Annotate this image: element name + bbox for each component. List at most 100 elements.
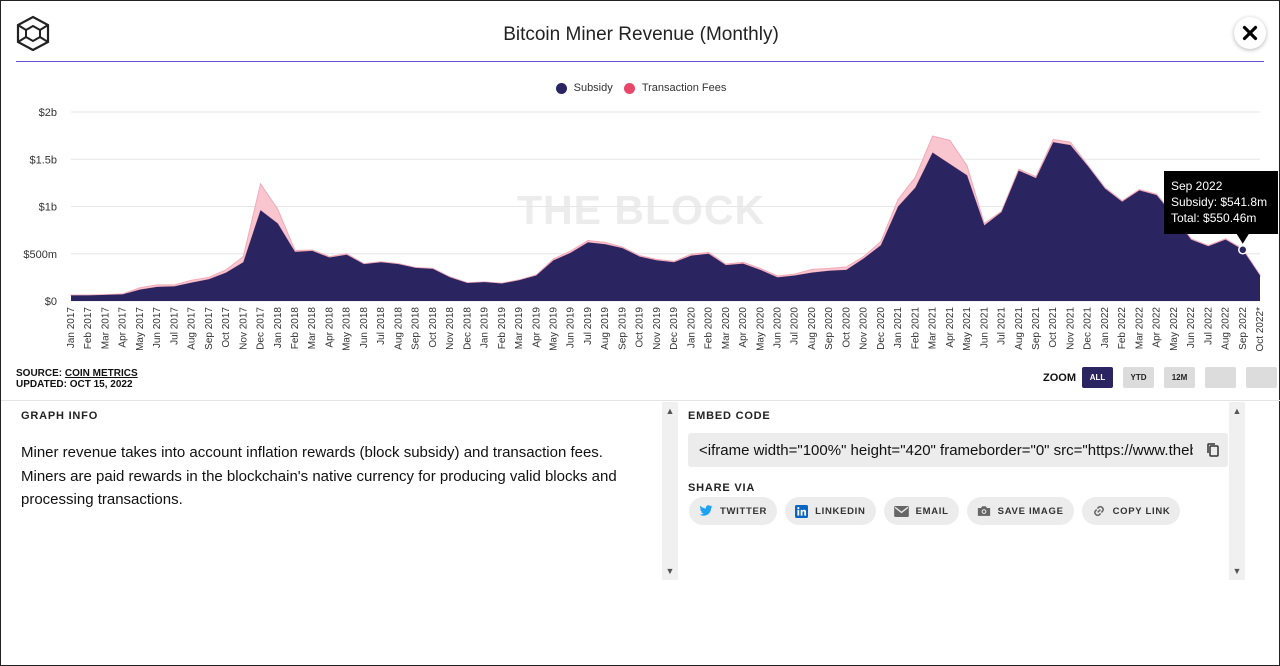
x-tick-label: Mar 2017 [100,307,111,350]
the-block-logo-icon[interactable] [15,15,51,51]
y-tick-label: $500m [23,249,57,261]
close-button[interactable] [1234,17,1266,49]
legend-item-subsidy[interactable]: Subsidy [555,82,613,94]
legend-label-fees: Transaction Fees [641,82,727,94]
x-tick-label: Aug 2017 [187,307,198,350]
x-tick-label: Nov 2020 [859,307,870,350]
copy-link-button[interactable]: COPY LINK [1081,497,1181,525]
close-icon [1242,25,1258,41]
x-tick-label: Oct 2018 [428,307,439,348]
x-tick-label: Jan 2022 [1100,307,1111,349]
x-tick-label: Jun 2017 [152,307,163,349]
updated-date: UPDATED: OCT 15, 2022 [16,379,133,390]
x-tick-label: Feb 2019 [497,307,508,350]
x-tick-label: May 2022 [1169,307,1180,351]
y-tick-label: $0 [45,296,57,308]
x-tick-label: Aug 2018 [393,307,404,350]
zoom-12m-button[interactable]: 12M [1164,367,1195,388]
embed-heading: EMBED CODE [688,410,771,422]
x-tick-label: Apr 2017 [118,307,129,348]
email-label: EMAIL [915,505,949,517]
x-tick-label: Apr 2018 [324,307,335,348]
x-tick-label: Jan 2019 [480,307,491,349]
x-tick-label: Sep 2022 [1238,307,1249,350]
legend-item-fees[interactable]: Transaction Fees [623,82,727,94]
scroll-up-icon[interactable]: ▲ [1232,406,1242,416]
linkedin-label: LINKEDIN [815,505,866,517]
x-tick-label: Jul 2022 [1203,307,1214,345]
x-tick-label: Apr 2021 [945,307,956,348]
zoom-button-4[interactable] [1205,367,1236,388]
x-tick-label: Dec 2019 [669,307,680,350]
x-tick-label: Nov 2017 [238,307,249,350]
x-tick-label: Jun 2020 [773,307,784,349]
x-tick-label: Dec 2020 [876,307,887,350]
x-tick-label: Feb 2022 [1117,307,1128,350]
x-tick-label: May 2018 [342,307,353,351]
email-button[interactable]: EMAIL [883,497,959,525]
x-tick-label: Aug 2020 [807,307,818,350]
embed-code-text[interactable]: <iframe width="100%" height="420" frameb… [699,442,1193,459]
x-tick-label: Nov 2019 [652,307,663,350]
zoom-button-5[interactable] [1246,367,1277,388]
embed-scrollbar[interactable]: ▲ ▼ [1229,402,1245,580]
x-tick-label: Jul 2017 [169,307,180,345]
twitter-label: TWITTER [720,505,768,517]
x-tick-label: Mar 2022 [1134,307,1145,350]
x-tick-label: Feb 2018 [290,307,301,350]
linkedin-button[interactable]: LINKEDIN [785,497,876,525]
chart-tooltip: Sep 2022 Subsidy: $541.8m Total: $550.46… [1164,171,1278,234]
twitter-button[interactable]: TWITTER [689,497,778,525]
scroll-down-icon[interactable]: ▼ [665,566,675,576]
y-tick-label: $1b [39,202,57,214]
tooltip-pointer [1236,234,1249,244]
x-tick-label: Jul 2019 [583,307,594,345]
twitter-icon [699,505,713,516]
graph-info-heading: GRAPH INFO [21,410,99,422]
save-image-label: SAVE IMAGE [997,505,1064,517]
x-tick-label: May 2021 [962,307,973,351]
x-tick-label: Sep 2018 [411,307,422,350]
x-tick-label: Sep 2019 [617,307,628,350]
link-icon [1093,505,1104,517]
x-tick-label: Nov 2018 [445,307,456,350]
x-tick-label: Oct 2020 [841,307,852,348]
copy-icon[interactable] [1205,442,1221,458]
chart-legend: Subsidy Transaction Fees [1,82,1280,97]
x-tick-label: Jan 2021 [893,307,904,349]
graph-info-text: Miner revenue takes into account inflati… [21,444,617,508]
y-tick-label: $2b [39,107,57,119]
x-tick-label: Jun 2021 [979,307,990,349]
x-tick-label: Jan 2018 [273,307,284,349]
x-tick-label: Feb 2017 [83,307,94,350]
save-image-button[interactable]: SAVE IMAGE [966,497,1074,525]
x-tick-label: Apr 2020 [738,307,749,348]
header: Bitcoin Miner Revenue (Monthly) [1,1,1280,63]
y-tick-label: $1.5b [29,154,57,166]
zoom-ytd-button[interactable]: YTD [1123,367,1154,388]
x-tick-label: Jun 2019 [566,307,577,349]
zoom-all-button[interactable]: ALL [1082,367,1113,388]
chart-title: Bitcoin Miner Revenue (Monthly) [503,24,779,45]
source-link[interactable]: COIN METRICS [64,368,138,379]
embed-code-box[interactable]: <iframe width="100%" height="420" frameb… [688,433,1228,467]
share-buttons: TWITTER LINKEDIN EMAIL SAVE I [689,497,1188,525]
x-tick-label: May 2017 [135,307,146,351]
x-tick-label: Apr 2022 [1152,307,1163,348]
x-tick-label: May 2020 [755,307,766,351]
graph-info-scrollbar[interactable]: ▲ ▼ [662,402,678,580]
x-tick-label: Jun 2018 [359,307,370,349]
x-tick-label: Dec 2021 [1083,307,1094,350]
section-divider [1,400,1280,401]
x-tick-label: May 2019 [548,307,559,351]
x-tick-label: Feb 2021 [910,307,921,350]
email-icon [893,505,909,517]
x-tick-label: Mar 2020 [721,307,732,350]
x-tick-label: Nov 2021 [1065,307,1076,350]
header-divider [16,61,1264,62]
scroll-down-icon[interactable]: ▼ [1232,566,1242,576]
watermark: THE BLOCK [517,187,766,233]
camera-icon [977,506,990,516]
scroll-up-icon[interactable]: ▲ [665,406,675,416]
